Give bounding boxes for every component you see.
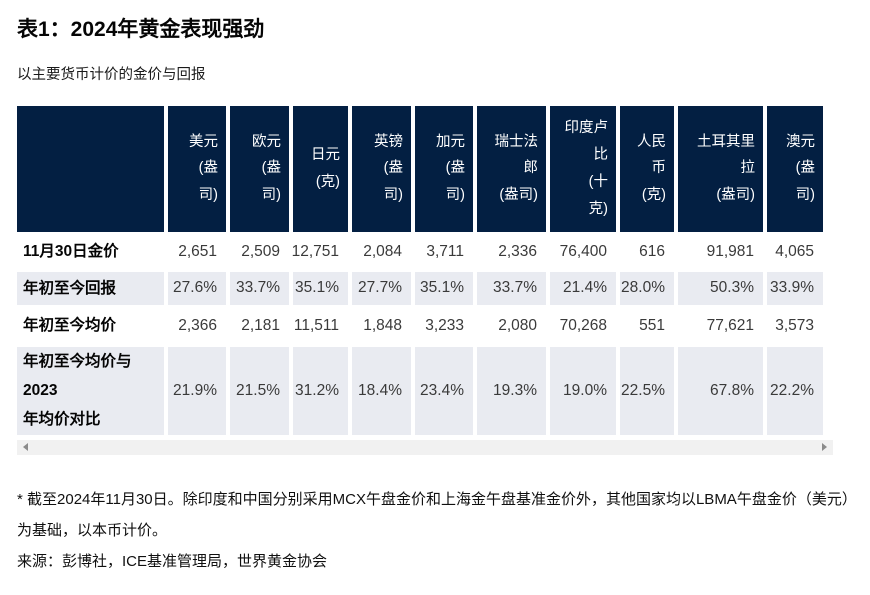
column-header-rmb: 人民 币 (克) <box>620 105 674 232</box>
column-header-eur: 欧元 (盎 司) <box>230 105 289 232</box>
value-cell: 3,711 <box>426 242 464 260</box>
value-cell: 2,336 <box>498 242 537 260</box>
column-header-gbp: 英镑 (盎 司) <box>352 105 411 232</box>
value-cell: 50.3% <box>678 271 763 305</box>
value-cell: 27.6% <box>168 271 226 305</box>
value-cell: 76,400 <box>559 242 607 260</box>
scroll-left-icon[interactable] <box>23 442 28 451</box>
column-header-usd: 美元 (盎 司) <box>168 105 226 232</box>
value-cell: 19.3% <box>477 346 546 435</box>
value-cell: 23.4% <box>415 346 473 435</box>
row-label: 11月30日金价 <box>23 243 119 261</box>
value-cell: 2,366 <box>178 316 217 334</box>
value-cell: 3,233 <box>425 316 464 334</box>
value-cell: 616 <box>639 242 665 260</box>
row-label: 年初至今均价 <box>23 317 117 335</box>
value-cell: 35.1% <box>293 271 348 305</box>
value-cell: 2,509 <box>241 242 280 260</box>
value-cell: 21.9% <box>168 346 226 435</box>
table-source: 来源：彭博社，ICE基准管理局，世界黄金协会 <box>17 552 328 570</box>
value-cell: 12,751 <box>291 242 339 260</box>
value-cell: 70,268 <box>559 316 607 334</box>
value-cell: 3,573 <box>775 316 814 334</box>
value-cell: 2,651 <box>178 242 217 260</box>
column-header-try: 土耳其里 拉 (盎司) <box>678 105 763 232</box>
column-header-chf: 瑞士法 郎 (盎司) <box>477 105 546 232</box>
value-cell: 31.2% <box>293 346 348 435</box>
value-cell: 21.5% <box>230 346 289 435</box>
table-corner-cell <box>17 105 164 232</box>
scroll-right-icon[interactable] <box>822 442 827 451</box>
column-header-inr: 印度卢 比 (十 克) <box>550 105 616 232</box>
row-label: 年初至今回报 <box>17 271 164 305</box>
column-header-jpy: 日元 (克) <box>293 105 348 232</box>
value-cell: 4,065 <box>775 242 814 260</box>
page-title: 表1：2024年黄金表现强劲 <box>17 18 265 41</box>
table-footnote: * 截至2024年11月30日。除印度和中国分别采用MCX午盘金价和上海金午盘基… <box>17 490 857 540</box>
value-cell: 22.5% <box>620 346 674 435</box>
row-label: 年初至今均价与 2023 年均价对比 <box>17 346 164 435</box>
value-cell: 22.2% <box>767 346 823 435</box>
value-cell: 35.1% <box>415 271 473 305</box>
value-cell: 67.8% <box>678 346 763 435</box>
value-cell: 33.7% <box>230 271 289 305</box>
page-subtitle: 以主要货币计价的金价与回报 <box>17 67 206 84</box>
value-cell: 77,621 <box>706 316 754 334</box>
value-cell: 11,511 <box>293 316 339 334</box>
value-cell: 33.7% <box>477 271 546 305</box>
report-page: 表1：2024年黄金表现强劲 以主要货币计价的金价与回报 美元 (盎 司) 欧元 … <box>0 16 870 573</box>
value-cell: 33.9% <box>767 271 823 305</box>
value-cell: 2,181 <box>241 316 280 334</box>
horizontal-scrollbar[interactable] <box>17 439 833 455</box>
value-cell: 18.4% <box>352 346 411 435</box>
value-cell: 28.0% <box>620 271 674 305</box>
column-header-cad: 加元 (盎 司) <box>415 105 473 232</box>
table-container: 美元 (盎 司) 欧元 (盎 司) 日元 (克) 英镑 (盎 司) 加元 (盎 司) 瑞士… <box>17 105 853 455</box>
value-cell: 21.4% <box>550 271 616 305</box>
gold-table: 美元 (盎 司) 欧元 (盎 司) 日元 (克) 英镑 (盎 司) 加元 (盎 司) 瑞士… <box>17 105 823 435</box>
value-cell: 2,080 <box>498 316 537 334</box>
value-cell: 2,084 <box>363 242 402 260</box>
value-cell: 551 <box>639 316 665 334</box>
value-cell: 1,848 <box>363 316 402 334</box>
column-header-aud: 澳元 (盎 司) <box>767 105 823 232</box>
value-cell: 91,981 <box>706 242 754 260</box>
value-cell: 27.7% <box>352 271 411 305</box>
value-cell: 19.0% <box>550 346 616 435</box>
